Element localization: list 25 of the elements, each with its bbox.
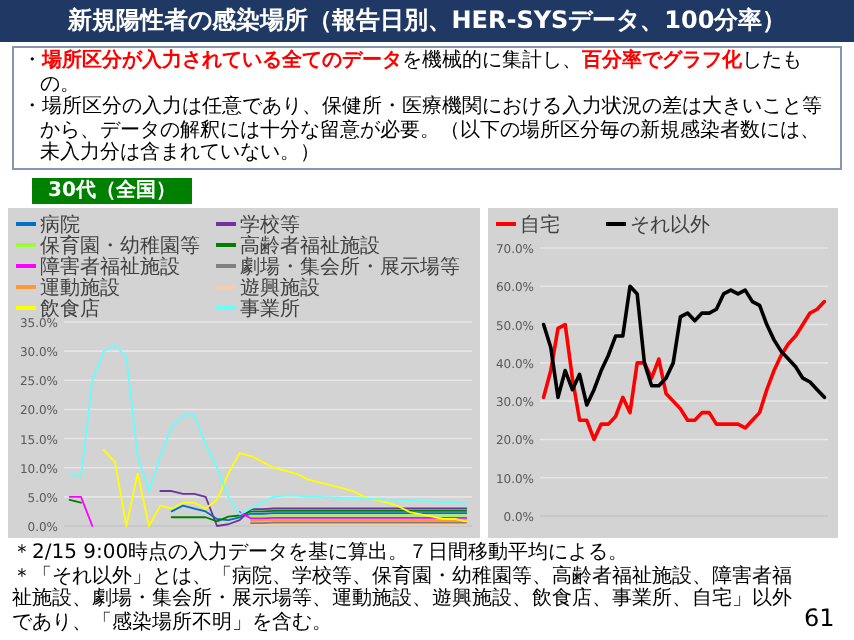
chart-subtitle: 30代（全国） <box>32 178 192 204</box>
legend-label: 保育園・幼稚園等 <box>40 234 200 258</box>
legend-label: それ以外 <box>630 213 710 237</box>
legend-label: 飲食店 <box>40 297 100 321</box>
chart-title: 新規陽性者の感染場所（報告日別、HER-SYSデータ、100分率） <box>0 0 854 42</box>
text: 61 <box>804 604 835 632</box>
legend-label: 事業所 <box>240 297 300 321</box>
line-series <box>159 490 468 527</box>
line-series <box>170 504 468 522</box>
text: ・場所区分が入力されている全てのデータを機械的に集計し、百分率でグラフ化したもの。 <box>22 50 802 95</box>
legend-label: 運動施設 <box>40 276 120 300</box>
line-series <box>68 344 468 516</box>
line-series <box>541 299 827 442</box>
legend-label: 高齢者福祉施設 <box>240 234 380 258</box>
text: ・場所区分の入力は任意であり、保健所・医療機関における入力状況の差は大きいこと等から、データの解釈には十分な留意が必要。（以下の場所区分毎の新規感染者数には、未入力分は含まれていない。） <box>22 96 822 164</box>
line-series <box>541 284 827 407</box>
legend-label: 障害者福祉施設 <box>40 255 180 279</box>
legend-label: 自宅 <box>520 213 560 237</box>
line-series <box>102 449 468 527</box>
legend-label: 遊興施設 <box>240 276 320 300</box>
legend-label: 病院 <box>40 213 80 237</box>
text: ＊「それ以外」とは、「病院、学校等、保育園・幼稚園等、高齢者福祉施設、障害者福祉施設、劇場・集会所・展示場等、運動施設、遊興施設、飲食店、事業所、自宅」以外であり、「感染場所不明」を含む。 <box>12 565 792 633</box>
text: ＊2/15 9:00時点の入力データを基に算出。７日間移動平均による。 <box>12 542 629 564</box>
legend-label: 学校等 <box>240 213 300 237</box>
legend-label: 劇場・集会所・展示場等 <box>240 255 460 279</box>
